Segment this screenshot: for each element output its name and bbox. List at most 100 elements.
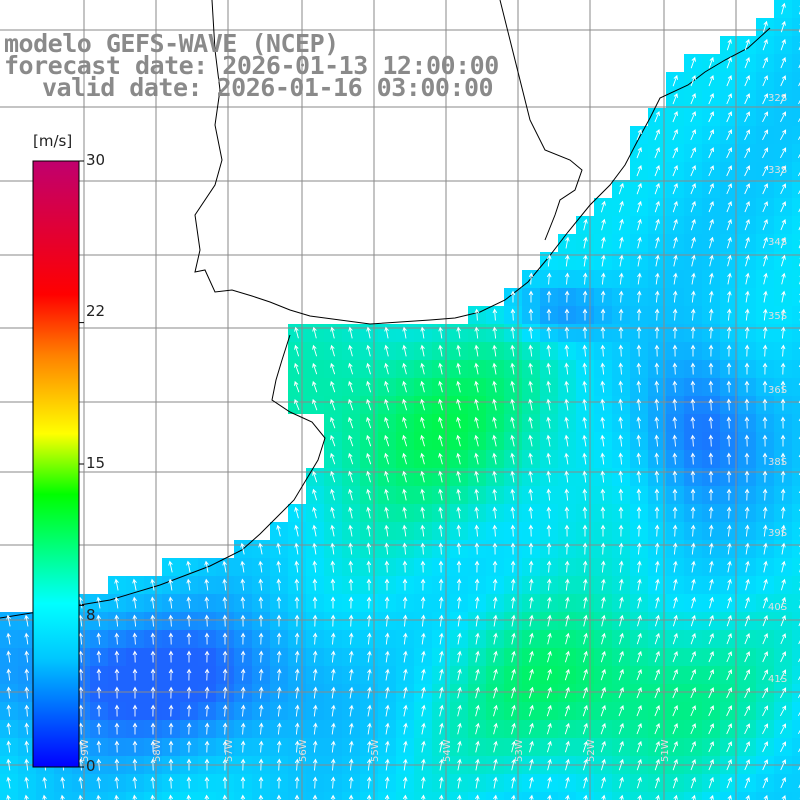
wind-arrow	[402, 524, 407, 537]
wind-arrow	[654, 488, 660, 501]
latitude-label: 41S	[768, 674, 787, 685]
wind-arrow	[654, 741, 660, 753]
wind-arrow	[798, 743, 800, 753]
wind-arrow	[474, 344, 479, 357]
wind-arrow	[600, 380, 606, 393]
wind-arrow	[709, 254, 714, 267]
wind-arrow	[402, 596, 408, 609]
wind-arrow	[349, 668, 354, 681]
wind-arrow	[744, 308, 750, 321]
wind-arrow	[744, 165, 751, 177]
wind-arrow	[312, 524, 317, 537]
wind-arrow	[456, 488, 461, 501]
wind-arrow	[547, 758, 552, 771]
wind-arrow	[294, 650, 300, 663]
wind-arrow	[582, 686, 588, 699]
wind-arrow	[222, 722, 228, 735]
wind-arrow	[780, 219, 786, 231]
wind-arrow	[313, 686, 318, 699]
wind-arrow	[708, 111, 715, 123]
wind-arrow	[204, 632, 210, 645]
wind-arrow	[348, 380, 354, 393]
wind-arrow	[600, 506, 606, 519]
wind-arrow	[222, 632, 228, 645]
wind-arrow	[366, 578, 372, 591]
wind-arrow	[168, 740, 174, 753]
wind-arrow	[528, 416, 533, 429]
wind-cell	[756, 792, 774, 800]
wind-arrow	[780, 741, 787, 753]
wind-arrow	[330, 614, 336, 627]
wind-arrow	[132, 758, 138, 771]
wind-arrow	[744, 75, 750, 87]
wind-arrow	[654, 506, 660, 519]
wind-arrow	[510, 380, 515, 393]
wind-arrow	[384, 794, 390, 800]
wind-arrow	[457, 668, 462, 681]
wind-arrow	[511, 758, 516, 771]
wind-arrow	[222, 650, 228, 663]
wind-arrow	[402, 344, 407, 357]
wind-arrow	[636, 308, 642, 321]
wind-arrow	[330, 470, 336, 483]
wind-cell	[720, 792, 738, 800]
wind-arrow	[763, 308, 768, 321]
wind-arrow	[492, 398, 497, 411]
wind-arrow	[726, 759, 732, 771]
wind-arrow	[636, 452, 642, 465]
wind-arrow	[528, 290, 534, 303]
wind-arrow	[744, 506, 750, 519]
wind-arrow	[781, 542, 786, 555]
wind-arrow	[474, 326, 480, 339]
wind-arrow	[691, 254, 696, 267]
wind-cell	[792, 522, 800, 540]
wind-arrow	[798, 77, 800, 87]
wind-arrow	[96, 614, 101, 627]
wind-arrow	[528, 344, 534, 357]
wind-arrow	[601, 254, 606, 267]
wind-arrow	[367, 668, 372, 681]
wind-arrow	[618, 326, 624, 339]
wind-arrow	[655, 254, 660, 267]
wind-arrow	[690, 75, 696, 87]
wind-arrow	[258, 740, 264, 753]
wind-arrow	[475, 722, 480, 735]
wind-arrow	[708, 687, 715, 699]
wind-arrow	[348, 560, 354, 573]
colorbar	[32, 160, 84, 768]
wind-arrow	[726, 147, 733, 159]
wind-arrow	[582, 560, 588, 573]
wind-arrow	[150, 704, 156, 717]
wind-arrow	[114, 722, 120, 735]
wind-arrow	[708, 201, 714, 213]
wind-arrow	[762, 452, 768, 465]
wind-arrow	[529, 758, 534, 771]
wind-arrow	[330, 488, 335, 501]
wind-arrow	[240, 668, 246, 681]
wind-arrow	[186, 776, 192, 789]
wind-arrow	[637, 272, 642, 285]
wind-arrow	[24, 740, 30, 753]
wind-arrow	[456, 470, 461, 483]
longitude-label: 57W	[224, 739, 235, 762]
wind-arrow	[60, 776, 65, 789]
wind-arrow	[186, 704, 192, 717]
wind-arrow	[150, 596, 155, 609]
wind-arrow	[492, 596, 498, 609]
wind-arrow	[780, 434, 786, 447]
forecast-date: forecast date: 2026-01-13 12:00:00	[4, 51, 499, 80]
wind-arrow	[6, 758, 11, 771]
wind-cell	[792, 648, 800, 666]
wind-arrow	[565, 578, 570, 591]
wind-arrow	[312, 398, 318, 411]
wind-arrow	[744, 380, 750, 393]
wind-arrow	[312, 560, 318, 573]
wind-arrow	[420, 596, 426, 609]
wind-arrow	[708, 452, 714, 465]
wind-arrow	[421, 740, 426, 753]
wind-arrow	[618, 705, 624, 717]
wind-arrow	[457, 704, 462, 717]
wind-arrow	[6, 614, 11, 627]
wind-arrow	[132, 632, 138, 645]
wind-arrow	[745, 560, 750, 573]
